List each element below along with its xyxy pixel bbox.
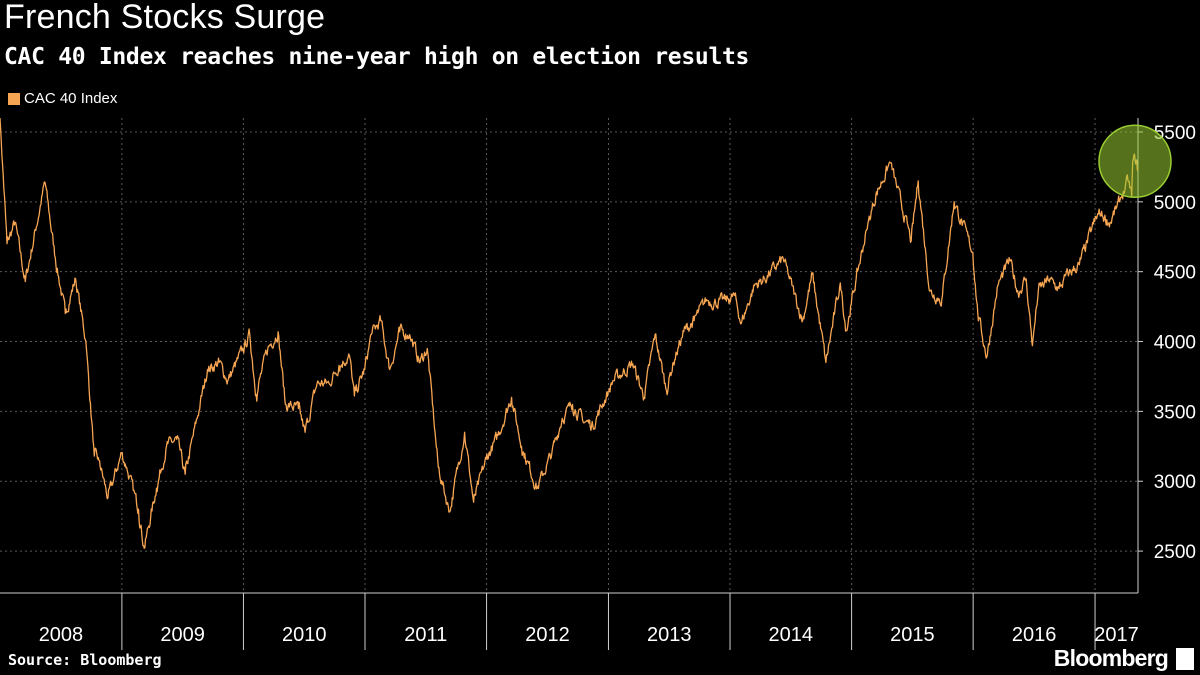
x-tick-label: 2011 [404, 624, 447, 646]
y-tick-label: 4500 [1154, 263, 1196, 284]
x-tick-label: 2015 [890, 624, 935, 646]
x-tick-label: 2009 [160, 624, 205, 646]
y-tick-label: 4000 [1154, 333, 1196, 354]
x-tick-label: 2008 [39, 624, 84, 646]
legend: CAC 40 Index [8, 90, 117, 107]
x-tick-label: 2014 [769, 624, 814, 646]
x-tick-label: 2016 [1012, 624, 1057, 646]
highlight-circle [1098, 124, 1172, 199]
y-tick-label: 3000 [1154, 472, 1196, 493]
y-tick-label: 2500 [1154, 542, 1196, 563]
y-tick-label: 5000 [1154, 193, 1196, 214]
x-tick-label: 2013 [647, 624, 692, 646]
x-tick-label: 2010 [282, 624, 327, 646]
series-line-cac40 [0, 117, 1139, 549]
source-note: Source: Bloomberg [8, 651, 162, 669]
legend-swatch [8, 92, 20, 105]
y-tick-label: 5500 [1154, 123, 1196, 144]
bloomberg-logo: Bloomberg [1053, 645, 1169, 671]
chart-subtitle: CAC 40 Index reaches nine-year high on e… [4, 44, 750, 70]
x-tick-label: 2017 [1094, 624, 1139, 646]
y-tick-label: 3500 [1154, 402, 1196, 423]
chart-title: French Stocks Surge [4, 0, 326, 36]
legend-label: CAC 40 Index [24, 90, 118, 107]
x-tick-label: 2012 [525, 624, 570, 646]
bloomberg-mark-icon [1176, 648, 1194, 670]
